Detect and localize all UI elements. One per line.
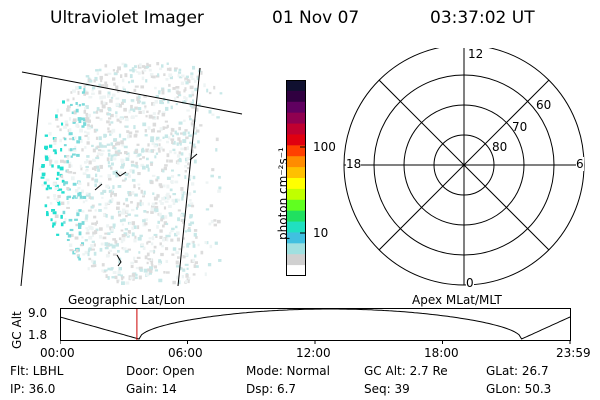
polar-mlt-plot: [343, 48, 585, 286]
color-bar-segment: [286, 221, 306, 233]
status-mode: Mode: Normal: [246, 364, 330, 378]
time-tick-0: 00:00: [40, 346, 75, 360]
mlt-label-18: 18: [346, 157, 362, 171]
time-tick-2: 12:00: [296, 346, 331, 360]
coastline: [115, 171, 127, 177]
coastline: [116, 254, 122, 267]
status-glon: GLon: 50.3: [486, 382, 552, 396]
color-bar-segment: [286, 156, 306, 168]
status-gain: Gain: 14: [126, 382, 177, 396]
altitude-curve: [60, 308, 571, 340]
color-bar-segment: [286, 101, 306, 114]
color-bar-segment: [286, 145, 306, 157]
color-bar-segment: [286, 210, 306, 223]
color-bar: [286, 80, 306, 276]
color-bar-segment: [286, 232, 306, 244]
status-gc-alt: GC Alt: 2.7 Re: [364, 364, 448, 378]
color-bar-frame: [286, 80, 306, 276]
status-glat: GLat: 26.7: [486, 364, 549, 378]
mlt-label-6: 6: [576, 157, 584, 171]
time-tick-3: 18:00: [424, 346, 459, 360]
status-ip: IP: 36.0: [10, 382, 56, 396]
time-tick-1: 06:00: [168, 346, 203, 360]
date-label: 01 Nov 07: [272, 8, 360, 28]
lat-label-60: 60: [536, 98, 552, 112]
color-bar-segment: [286, 90, 306, 103]
timeline-frame: [60, 308, 571, 341]
timeline-right-title: Apex MLat/MLT: [412, 293, 502, 307]
coastline: [189, 153, 198, 161]
color-bar-label: photon cm⁻²s⁻¹: [276, 147, 290, 240]
grid-line: [21, 71, 243, 115]
color-bar-segment: [286, 265, 306, 276]
timeline-ylabel: GC Alt: [10, 311, 24, 349]
color-bar-segment: [286, 167, 306, 179]
mlt-label-0: 0: [466, 276, 474, 290]
auroral-image: [20, 62, 243, 287]
color-bar-tick-10: 10: [313, 226, 329, 240]
color-bar-segment: [286, 134, 306, 146]
color-bar-segment: [286, 178, 306, 190]
status-filter: Flt: LBHL: [10, 364, 64, 378]
status-door: Door: Open: [126, 364, 195, 378]
grid-line: [20, 75, 43, 287]
color-bar-segment: [286, 80, 306, 92]
timeline-ymax: 9.0: [28, 306, 48, 320]
timeline-left-title: Geographic Lat/Lon: [68, 293, 186, 307]
time-tick-4: 23:59: [556, 346, 591, 360]
lat-label-70: 70: [512, 120, 528, 134]
aurora-emission-pixels: [38, 62, 223, 285]
color-bar-segment: [286, 243, 306, 255]
instrument-title: Ultraviolet Imager: [50, 8, 204, 28]
coastline: [94, 183, 103, 191]
color-bar-segment: [286, 188, 306, 201]
time-label: 03:37:02 UT: [430, 8, 535, 28]
color-bar-segment: [286, 123, 306, 135]
status-dsp: Dsp: 6.7: [246, 382, 297, 396]
grid-line: [177, 67, 201, 287]
mlt-label-12: 12: [468, 47, 484, 61]
color-bar-tick-100: 100: [313, 140, 336, 154]
status-seq: Seq: 39: [364, 382, 410, 396]
color-bar-segment: [286, 112, 306, 125]
mlt-line-diag: [378, 79, 550, 251]
color-bar-segment: [286, 254, 306, 266]
lat-label-80: 80: [492, 140, 508, 154]
altitude-timeline: [60, 308, 571, 344]
timeline-ymin: 1.8: [28, 328, 48, 342]
color-bar-segment: [286, 199, 306, 212]
